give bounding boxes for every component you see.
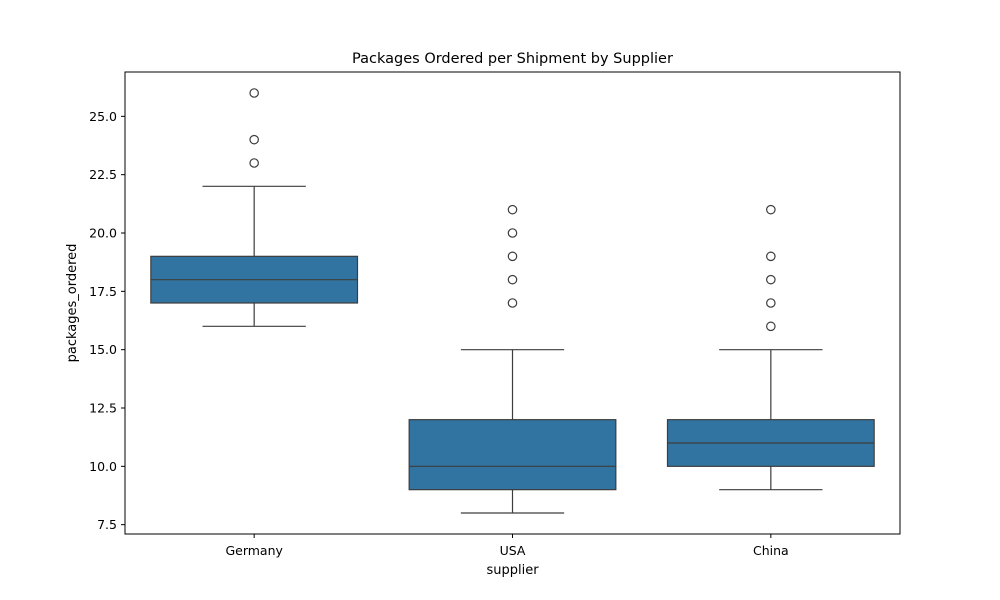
box-group-china <box>666 204 875 491</box>
outlier-point <box>766 298 776 308</box>
x-tick-label: USA <box>500 543 526 558</box>
box-group-germany <box>150 88 359 327</box>
outlier-point <box>766 321 776 332</box>
outlier-point <box>766 204 776 215</box>
y-tick-label: 25.0 <box>89 109 117 124</box>
y-tick-label: 12.5 <box>89 401 117 416</box>
outlier-point <box>507 274 518 285</box>
outlier-point <box>249 134 259 145</box>
outlier-point <box>507 204 518 215</box>
outlier-point <box>507 251 518 262</box>
outlier-point <box>249 88 259 98</box>
y-axis-label: packages_ordered <box>65 244 80 363</box>
y-axis: 7.5 10.0 12.5 15.0 17.5 20.0 22.5 25.0 <box>89 109 125 532</box>
y-tick-label: 15.0 <box>89 342 117 357</box>
x-axis: Germany USA China <box>225 534 789 558</box>
x-tick-label: Germany <box>225 543 283 558</box>
box-group-usa <box>408 204 617 514</box>
y-tick-label: 17.5 <box>89 284 117 299</box>
iqr-box <box>408 419 617 491</box>
y-tick-label: 20.0 <box>89 226 117 241</box>
plot-area <box>150 88 875 514</box>
outlier-point <box>766 251 776 262</box>
outlier-point <box>507 228 518 238</box>
y-tick-label: 22.5 <box>89 167 117 182</box>
outlier-point <box>766 274 776 285</box>
y-tick-label: 10.0 <box>89 459 117 474</box>
x-axis-label: supplier <box>486 563 539 578</box>
outlier-point <box>507 298 518 308</box>
x-tick-label: China <box>753 543 789 558</box>
chart-title: Packages Ordered per Shipment by Supplie… <box>352 51 673 67</box>
y-tick-label: 7.5 <box>97 517 117 532</box>
outlier-point <box>249 158 259 168</box>
